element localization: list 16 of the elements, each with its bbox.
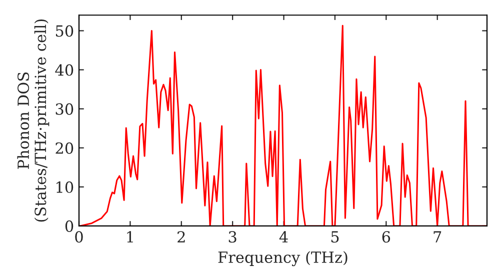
x-tick-label: 1: [127, 231, 133, 242]
x-axis-title: Frequency (THz): [218, 251, 348, 266]
y-axis-title: Phonon DOS (States/THz·primitive cell): [17, 20, 50, 222]
x-tick-label: 4: [279, 231, 288, 242]
x-tick-label: 6: [382, 231, 390, 243]
x-tick-label: 2: [178, 231, 185, 242]
y-tick-label: 50: [56, 25, 74, 37]
y-tick-label: 20: [56, 142, 74, 154]
x-tick-label: 3: [228, 231, 236, 243]
y-tick-label: 10: [56, 181, 74, 193]
x-tick-label: 5: [331, 231, 339, 243]
y-tick-label: 40: [55, 64, 74, 76]
y-tick-label: 30: [56, 103, 74, 115]
x-tick-label: 7: [434, 231, 442, 242]
y-tick-label: 0: [65, 220, 74, 232]
x-tick-label: 0: [75, 231, 83, 243]
